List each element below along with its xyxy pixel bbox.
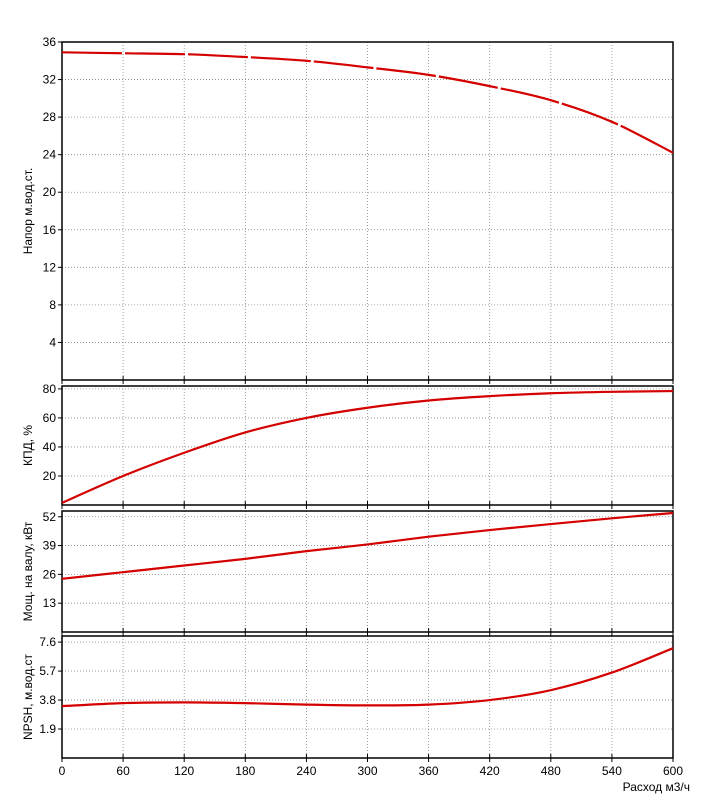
y-tick-label: 80 [43, 382, 57, 396]
y-tick-label: 28 [43, 110, 57, 124]
y-tick-label: 26 [43, 567, 57, 581]
y-axis-label: NPSH, м.вод.ст [21, 653, 35, 740]
x-tick-label: 480 [541, 764, 561, 778]
x-tick-label: 120 [174, 764, 194, 778]
y-axis-label: Мощ. на валу, кВт [21, 521, 35, 621]
line [61, 51, 674, 154]
y-tick-label: 20 [43, 469, 57, 483]
y-tick-label: 52 [43, 510, 57, 524]
line [61, 389, 674, 504]
y-tick-label: 5.7 [39, 664, 56, 678]
panel-frame [61, 385, 674, 506]
y-axis-label: КПД, % [21, 425, 35, 466]
panel-frame [61, 635, 674, 759]
line [61, 511, 674, 580]
panel-frame [61, 41, 674, 381]
y-tick-label: 40 [43, 440, 57, 454]
y-tick-label: 1.9 [39, 722, 56, 736]
y-tick-label: 12 [43, 260, 57, 274]
line [61, 647, 674, 708]
y-tick-label: 20 [43, 185, 57, 199]
y-tick-label: 39 [43, 539, 57, 553]
x-tick-label: 240 [296, 764, 316, 778]
y-tick-label: 60 [43, 411, 57, 425]
y-tick-label: 13 [43, 596, 57, 610]
x-tick-label: 540 [602, 764, 622, 778]
y-tick-label: 16 [43, 223, 57, 237]
y-tick-label: 32 [43, 73, 57, 87]
panel-frame [61, 510, 674, 633]
x-tick-label: 300 [357, 764, 377, 778]
y-tick-label: 7.6 [39, 635, 56, 649]
y-tick-label: 24 [43, 148, 57, 162]
x-tick-label: 420 [480, 764, 500, 778]
x-tick-label: 360 [419, 764, 439, 778]
x-tick-label: 600 [663, 764, 683, 778]
x-tick-label: 180 [235, 764, 255, 778]
x-axis-label: Расход м3/ч [623, 780, 690, 794]
x-tick-label: 60 [116, 764, 130, 778]
y-tick-label: 8 [49, 298, 56, 312]
y-tick-label: 4 [49, 335, 56, 349]
y-tick-label: 3.8 [39, 693, 56, 707]
x-tick-label: 0 [59, 764, 66, 778]
y-axis-label: Напор м.вод.ст. [21, 168, 35, 255]
y-tick-label: 36 [43, 35, 57, 49]
